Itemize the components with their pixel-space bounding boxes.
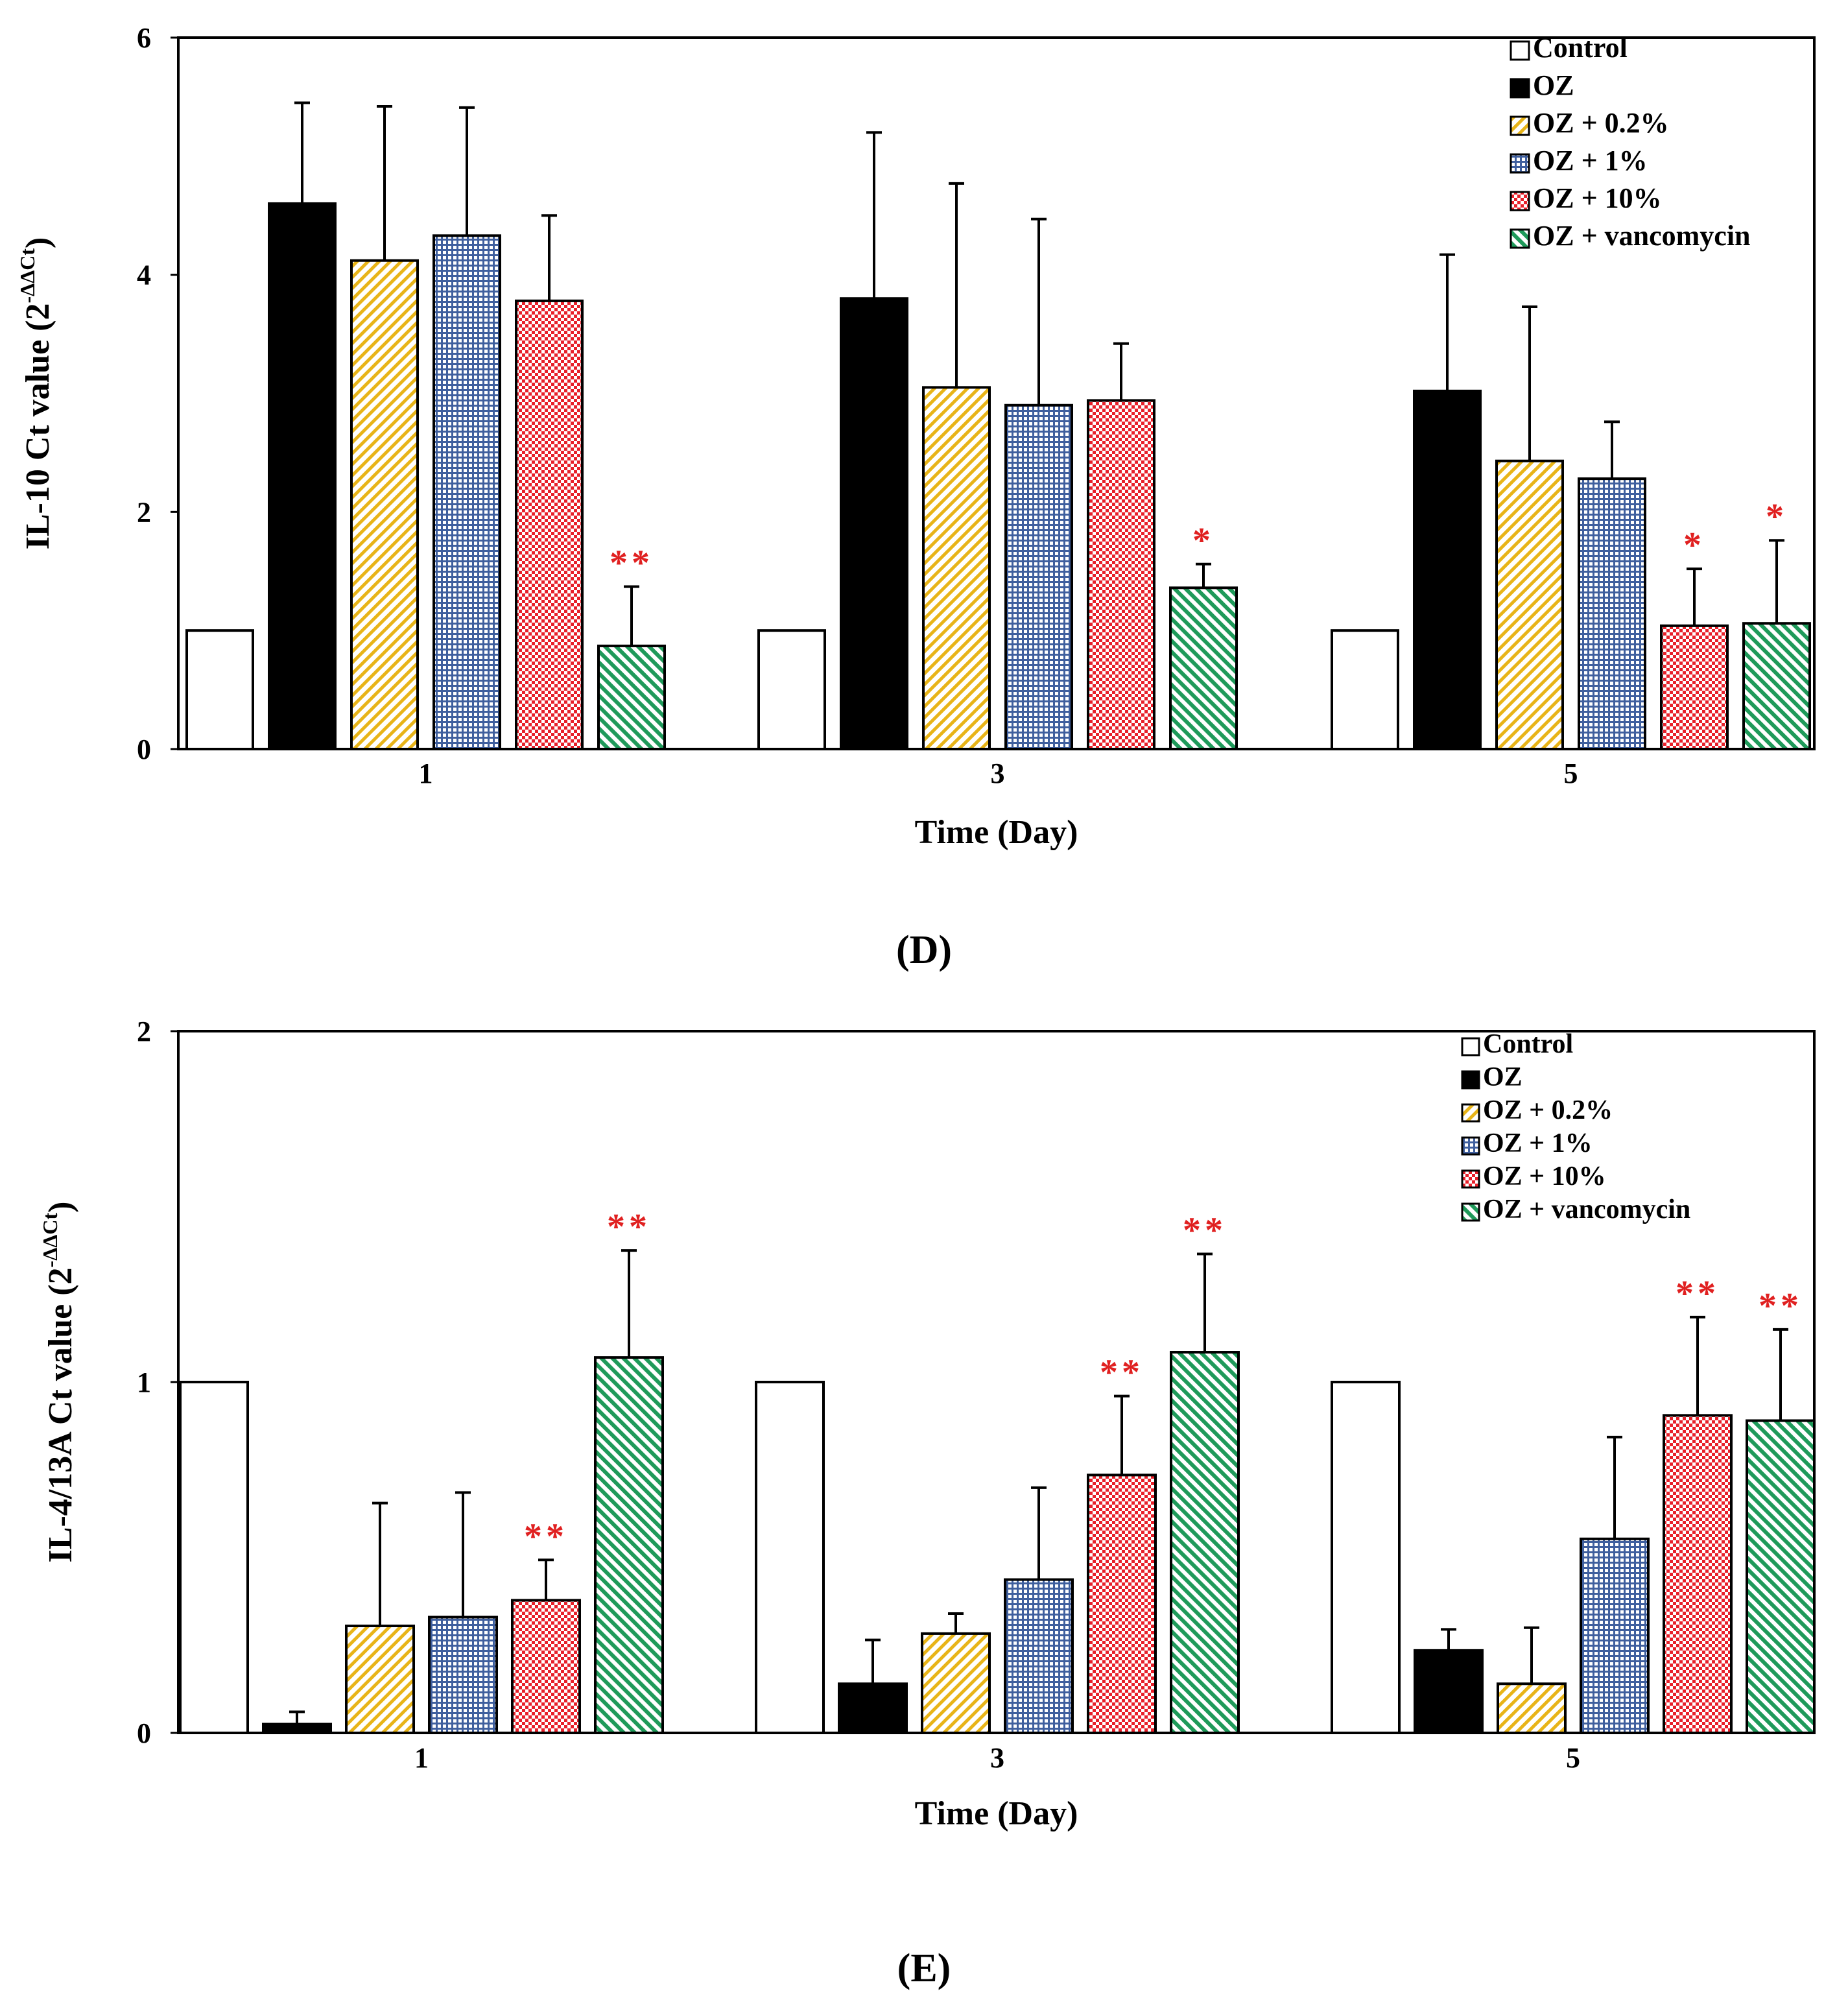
bar-oz-0-2 [1495, 459, 1564, 751]
legend-swatch-control [1510, 40, 1530, 61]
bar-oz-vancomycin [1170, 1351, 1240, 1734]
legend-swatch-oz-10 [1461, 1169, 1480, 1189]
legend-label-oz-vancomycin: OZ + vancomycin [1533, 220, 1751, 252]
legend-swatch-oz-0-2 [1510, 115, 1530, 136]
bar-oz-1 [1580, 1537, 1650, 1734]
bar-oz-vancomycin [1742, 622, 1811, 750]
y-axis-label: IL-4/13A Ct value (2-ΔΔCt) [38, 1202, 79, 1563]
legend-label-oz-vancomycin: OZ + vancomycin [1483, 1195, 1690, 1224]
bar-oz-10 [1087, 1473, 1157, 1734]
legend-swatch-oz-10 [1510, 191, 1530, 211]
legend-label-oz-0-2: OZ + 0.2% [1533, 107, 1669, 139]
bar-oz [268, 202, 337, 750]
legend-swatch-oz [1461, 1070, 1480, 1090]
bar-control [185, 629, 254, 751]
chart-panel-e: (E) 0 1 2 1 3 5 Time (Day) IL-4/13A Ct value (2… [38, 1016, 1816, 1990]
legend-swatch-oz-1 [1510, 153, 1530, 174]
bar-oz-0-2 [350, 259, 419, 750]
panel-label-d: (D) [896, 928, 952, 972]
y-tick-label: 0 [137, 734, 151, 765]
bar-oz-10 [1663, 1414, 1733, 1735]
bar-oz-1 [1578, 477, 1646, 750]
y-tick-label: 4 [137, 259, 151, 291]
bar-oz-10 [1087, 399, 1155, 750]
legend-label-control: Control [1533, 32, 1628, 64]
y-tick-label: 1 [137, 1366, 151, 1398]
bar-oz-0-2 [921, 1632, 991, 1734]
bar-oz-vancomycin [1169, 586, 1238, 751]
legend-label-control: Control [1483, 1029, 1573, 1059]
legend-swatch-oz [1510, 78, 1530, 99]
bar-oz-1 [1004, 1578, 1074, 1735]
y-tick-label: 2 [137, 1016, 151, 1047]
legend-swatch-oz-vancomycin [1461, 1202, 1480, 1222]
legend-label-oz: OZ [1533, 69, 1574, 101]
x-tick-label: 3 [991, 757, 1005, 789]
legend-swatch-oz-0-2 [1461, 1103, 1480, 1123]
bar-oz-1 [1004, 403, 1073, 750]
significance-mark: ** [607, 1207, 651, 1247]
bar-control [179, 1381, 249, 1734]
legend-swatch-oz-1 [1461, 1136, 1480, 1156]
bar-control [755, 1381, 825, 1734]
legend-swatch-oz-vancomycin [1510, 228, 1530, 249]
legend-label-oz-10: OZ + 10% [1483, 1162, 1606, 1191]
significance-mark: ** [524, 1516, 568, 1557]
y-tick-label: 2 [137, 496, 151, 528]
y-tick-label: 0 [137, 1717, 151, 1749]
bar-oz-0-2 [345, 1624, 415, 1735]
bar-oz [262, 1723, 332, 1735]
bar-oz-1 [432, 234, 501, 750]
significance-mark: ** [1183, 1211, 1227, 1251]
bar-oz [1413, 389, 1482, 750]
bar-oz-vancomycin [594, 1356, 664, 1734]
bar-oz-vancomycin [1746, 1419, 1816, 1734]
bar-oz [840, 297, 908, 750]
y-tick-label: 6 [137, 22, 151, 54]
x-axis-label: Time (Day) [915, 1795, 1078, 1832]
significance-mark: ** [1100, 1353, 1144, 1393]
x-tick-label: 1 [419, 757, 433, 789]
bar-oz-vancomycin [597, 644, 666, 750]
bar-oz-10 [511, 1599, 581, 1734]
significance-mark: ** [1676, 1274, 1720, 1314]
bar-control [1331, 629, 1399, 751]
bar-oz-0-2 [1497, 1682, 1567, 1735]
significance-mark: * [1192, 521, 1214, 561]
panel-label-e: (E) [897, 1946, 951, 1990]
x-tick-label: 5 [1566, 1742, 1580, 1774]
x-axis-label: Time (Day) [915, 814, 1078, 851]
bar-oz-0-2 [922, 386, 991, 750]
legend-label-oz-10: OZ + 10% [1533, 182, 1662, 214]
bar-oz-10 [1660, 624, 1729, 750]
significance-mark: ** [610, 543, 654, 584]
chart-panel-d: (D) 0 2 4 6 1 3 5 Time (Day) IL-10 Ct value (2-Δ… [16, 22, 1816, 972]
bar-oz [838, 1682, 908, 1735]
bar-control [757, 629, 826, 751]
bar-oz [1414, 1649, 1484, 1734]
legend-label-oz-1: OZ + 1% [1483, 1128, 1593, 1158]
bar-control [1331, 1381, 1401, 1734]
bar-oz-1 [428, 1616, 498, 1734]
bar-oz-10 [515, 299, 584, 750]
x-tick-label: 1 [414, 1742, 429, 1774]
significance-mark: * [1683, 525, 1705, 566]
x-tick-label: 3 [990, 1742, 1004, 1774]
y-axis-label: IL-10 Ct value (2-ΔΔCt) [16, 237, 56, 550]
legend-label-oz-1: OZ + 1% [1533, 145, 1648, 176]
plot-frame [177, 36, 1816, 750]
x-tick-label: 5 [1564, 757, 1578, 789]
significance-mark: ** [1759, 1286, 1803, 1326]
legend-label-oz: OZ [1483, 1062, 1522, 1092]
legend-label-oz-0-2: OZ + 0.2% [1483, 1095, 1613, 1125]
significance-mark: * [1766, 497, 1788, 537]
legend-swatch-control [1461, 1037, 1480, 1056]
